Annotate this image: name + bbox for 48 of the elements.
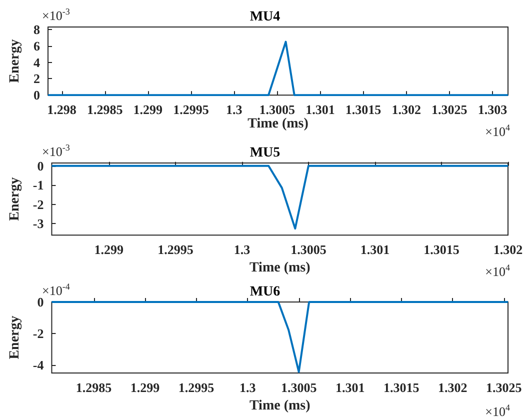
x-tick-label: 1.3015 [424, 242, 460, 258]
chart-title: MU6 [250, 284, 280, 300]
y-tick-label: -4 [32, 358, 44, 373]
chart-title: MU4 [250, 10, 280, 24]
x-tick-label: 1.3005 [259, 102, 296, 118]
x-tick-label: 1.2985 [76, 380, 112, 395]
x-tick-label: 1.302 [392, 102, 421, 118]
y-tick-label: 0 [37, 158, 44, 174]
x-axis-title: Time (ms) [248, 116, 309, 132]
y-tick-label: -2 [32, 326, 44, 342]
x-tick-label: 1.301 [360, 242, 390, 258]
x-tick-label: 1.2995 [173, 102, 210, 118]
y-tick-label: -1 [32, 178, 44, 193]
y-tick-label: -3 [32, 216, 44, 232]
y-axis-title: Energy [8, 316, 22, 360]
x-axis-title: Time (ms) [249, 260, 311, 276]
y-tick-label: 2 [34, 71, 40, 86]
x-tick-label: 1.3025 [432, 102, 468, 118]
x-tick-label: 1.2985 [86, 102, 124, 118]
x-tick-label: 1.3005 [290, 242, 327, 258]
y-axis-title: Energy [8, 39, 22, 83]
x-tick-label: 1.303 [478, 102, 508, 118]
x-tick-label: 1.301 [306, 102, 335, 118]
y-tick-label: 6 [34, 38, 40, 54]
x-tick-label: 1.302 [438, 380, 468, 395]
x-tick-label: 1.301 [335, 380, 365, 395]
x-tick-label: 1.3005 [280, 380, 318, 395]
x-tick-label: 1.2995 [178, 380, 215, 395]
chart-title: MU5 [250, 146, 280, 160]
x-axis-title: Time (ms) [249, 398, 311, 414]
x-tick-label: 1.299 [94, 242, 124, 258]
x-tick-label: 1.3 [226, 102, 243, 118]
y-axis-title: Energy [8, 177, 22, 221]
y-tick-label: -2 [32, 196, 44, 212]
x-tick-label: 1.3 [234, 242, 251, 258]
x-tick-label: 1.298 [47, 102, 77, 118]
x-tick-label: 1.2995 [158, 242, 194, 258]
x-tick-label: 1.3025 [486, 380, 522, 395]
y-tick-label: 0 [37, 294, 44, 310]
y-tick-label: 4 [34, 54, 40, 70]
x-tick-label: 1.299 [130, 380, 160, 395]
x-tick-label: 1.3015 [345, 102, 382, 118]
y-tick-label: 0 [34, 88, 40, 103]
y-tick-label: 8 [34, 22, 40, 37]
x-tick-label: 1.3015 [383, 380, 420, 395]
x-tick-label: 1.302 [493, 242, 523, 258]
x-tick-label: 1.299 [133, 102, 164, 118]
x-tick-label: 1.3 [239, 380, 256, 395]
